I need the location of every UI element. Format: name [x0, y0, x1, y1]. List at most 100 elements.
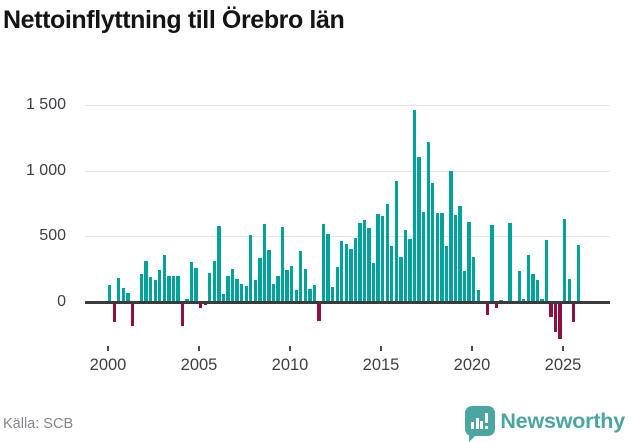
bar-2023-q1 [526, 255, 530, 302]
bar-2012-q2 [330, 286, 335, 302]
bar-2019-q3 [462, 271, 467, 302]
bar-2000-q4 [121, 288, 126, 302]
x-axis-tick-label: 2020 [453, 356, 491, 374]
bar-2001-q4 [139, 274, 144, 302]
bar-2020-q1 [472, 257, 476, 302]
bar-2018-q4 [449, 170, 453, 302]
bar-2009-q4 [285, 269, 289, 302]
bar-2004-q1 [180, 302, 185, 326]
bar-2023-q3 [535, 280, 540, 302]
y-axis-tick-label: 1 000 [25, 161, 66, 179]
chart-title: Nettoinflyttning till Örebro län [3, 6, 345, 34]
bar-2013-q2 [349, 248, 353, 302]
x-axis-tick [471, 346, 473, 351]
bar-2009-q1 [271, 284, 276, 302]
x-axis-tick-label: 2000 [89, 356, 127, 374]
bar-2016-q3 [408, 239, 412, 302]
x-axis-tick-label: 2005 [180, 356, 218, 374]
bar-2019-q4 [467, 221, 471, 302]
bar-2002-q3 [153, 280, 157, 302]
bar-2007-q2 [239, 283, 244, 302]
bar-2024-q1 [544, 240, 549, 302]
bar-2000-q3 [117, 277, 121, 302]
gridline-1500 [85, 105, 610, 106]
bar-2006-q2 [221, 294, 226, 302]
bar-2021-q1 [490, 224, 494, 302]
bar-2015-q2 [385, 203, 389, 302]
logo-exclamation-icon [485, 413, 489, 423]
x-axis-tick [107, 346, 109, 351]
bar-2024-q3 [553, 302, 558, 332]
bar-2012-q3 [335, 266, 339, 302]
bar-2010-q1 [290, 265, 294, 302]
bar-2024-q4 [558, 302, 562, 339]
bar-2006-q1 [217, 225, 221, 302]
x-axis-tick [562, 346, 564, 351]
bar-2019-q2 [458, 206, 462, 302]
x-axis-tick [380, 346, 382, 351]
bar-2003-q2 [167, 276, 171, 302]
bar-2002-q4 [158, 269, 162, 302]
bar-2004-q4 [194, 267, 198, 302]
y-axis-tick-label: 500 [39, 227, 66, 245]
x-axis-line [85, 300, 610, 304]
bar-2002-q2 [148, 277, 153, 302]
logo-bar-icon [475, 418, 479, 429]
bar-2023-q2 [531, 274, 535, 302]
bar-2015-q1 [381, 216, 385, 302]
bar-2007-q1 [235, 279, 239, 302]
gridline-500 [85, 236, 610, 238]
bar-2010-q4 [303, 269, 308, 302]
bar-2006-q4 [230, 269, 235, 302]
bar-2018-q2 [440, 212, 444, 302]
y-axis-tick-label: 0 [57, 293, 66, 310]
bar-2017-q2 [421, 212, 426, 302]
bar-2001-q2 [130, 302, 135, 326]
bar-2011-q2 [312, 284, 317, 302]
bar-2008-q3 [262, 223, 267, 302]
bar-2025-q4 [576, 244, 581, 302]
bar-2010-q2 [294, 289, 298, 302]
bar-2000-q2 [112, 302, 116, 322]
bar-2009-q2 [276, 276, 280, 302]
x-axis-tick [289, 346, 291, 351]
bar-2011-q1 [308, 288, 312, 302]
bar-2000-q1 [108, 284, 112, 302]
bar-2013-q1 [344, 244, 348, 302]
bar-2016-q4 [412, 109, 417, 302]
bar-2020-q2 [476, 290, 480, 302]
bar-2012-q1 [326, 233, 330, 302]
bar-2005-q4 [212, 260, 217, 302]
bar-2014-q1 [362, 219, 367, 302]
bar-2012-q4 [340, 240, 344, 302]
x-axis-tick-label: 2015 [362, 356, 400, 374]
bar-2021-q2 [494, 302, 499, 308]
bar-2022-q3 [517, 270, 521, 302]
bar-2008-q1 [253, 279, 257, 302]
bar-2013-q3 [353, 238, 358, 302]
bar-2018-q1 [435, 212, 439, 302]
bar-2020-q4 [485, 302, 490, 316]
bar-2006-q3 [226, 276, 230, 302]
bar-2008-q4 [267, 249, 271, 302]
bar-2003-q3 [171, 275, 176, 302]
bar-2018-q3 [444, 245, 449, 302]
x-axis-tick [198, 346, 200, 351]
logo-exclamation-dot-icon [485, 426, 489, 429]
bar-2016-q2 [403, 230, 408, 302]
newsworthy-logo: Newsworthy [465, 404, 625, 442]
bar-2011-q4 [321, 223, 326, 302]
bar-2017-q4 [431, 183, 435, 302]
bar-2024-q2 [549, 302, 553, 318]
logo-bubble-tail [469, 433, 479, 442]
newsworthy-logo-icon [465, 406, 496, 442]
x-axis-tick-label: 2025 [544, 356, 582, 374]
gridline-1000 [85, 170, 610, 172]
newsworthy-wordmark: Newsworthy [500, 408, 625, 433]
bar-2010-q3 [299, 250, 303, 302]
bar-2011-q3 [317, 302, 321, 321]
bar-2003-q1 [162, 254, 166, 302]
x-axis-tick-label: 2010 [271, 356, 309, 374]
